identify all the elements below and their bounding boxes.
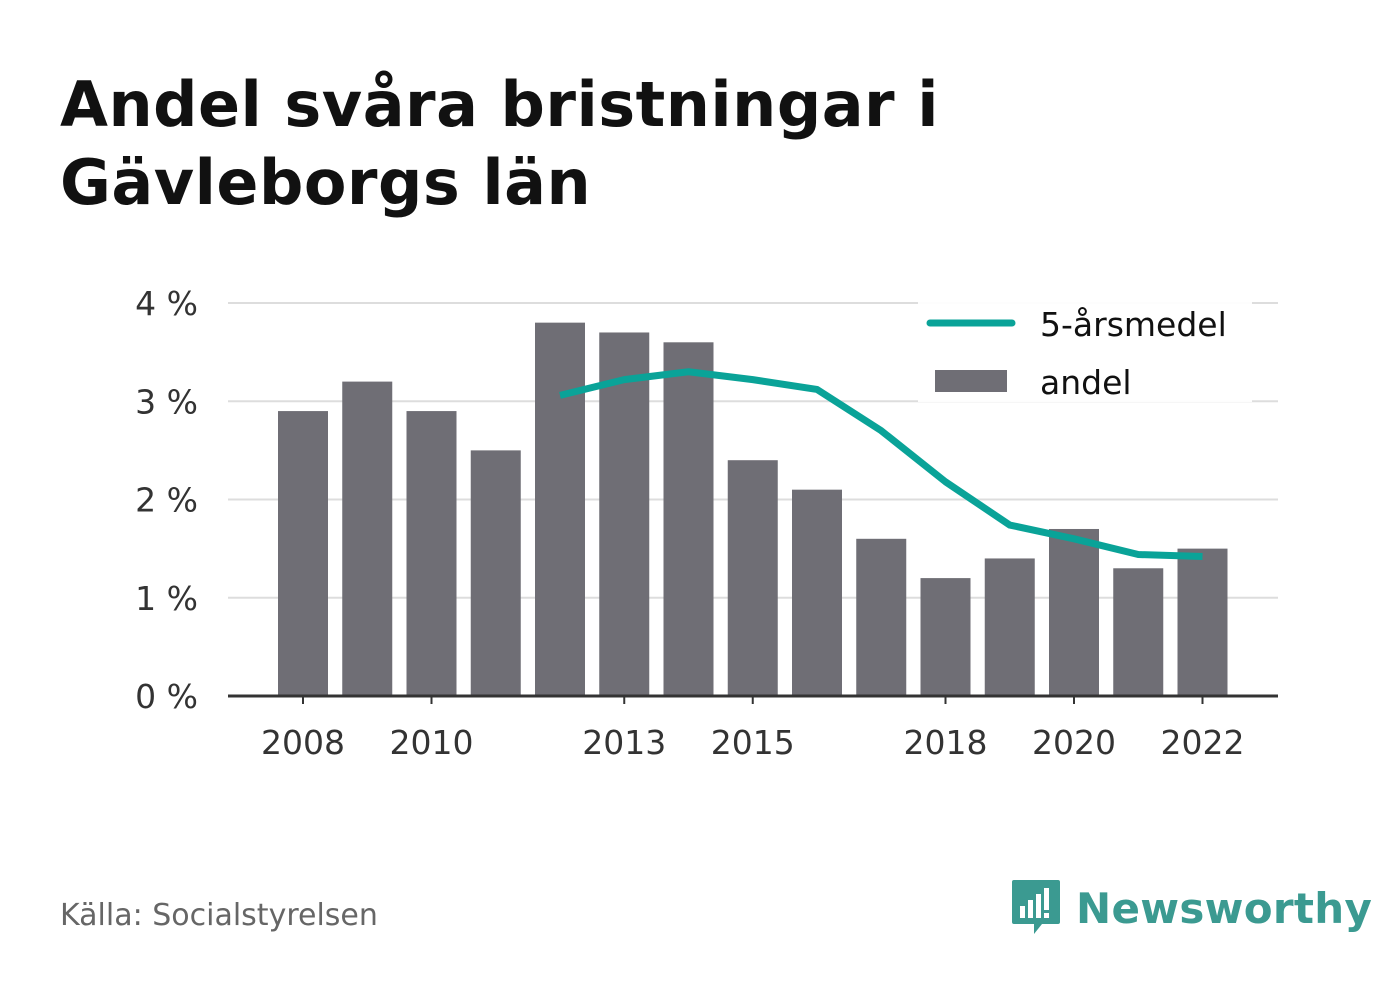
y-tick-label: 3 % xyxy=(135,382,198,421)
bar xyxy=(920,578,971,696)
x-tick-label: 2013 xyxy=(582,723,666,762)
bar xyxy=(856,538,907,696)
bar xyxy=(663,342,714,696)
brand-name: Newsworthy xyxy=(1076,883,1373,933)
bar xyxy=(599,332,650,696)
x-tick-label: 2008 xyxy=(261,723,345,762)
y-tick-label: 4 % xyxy=(135,284,198,323)
source-note: Källa: Socialstyrelsen xyxy=(60,898,378,933)
x-axis-ticks: 2008 2010 2013 2015 2018 2020 2022 xyxy=(261,696,1244,762)
x-tick-label: 2022 xyxy=(1161,723,1245,762)
bar xyxy=(470,450,521,696)
bars xyxy=(278,322,1228,696)
y-tick-label: 1 % xyxy=(135,579,198,618)
bar xyxy=(1113,568,1164,696)
bar xyxy=(1177,548,1228,696)
line-series xyxy=(559,368,1203,560)
y-tick-label: 0 % xyxy=(135,677,198,716)
x-tick-label: 2010 xyxy=(390,723,474,762)
line-5-arsmedel xyxy=(559,368,1203,560)
y-tick-label: 2 % xyxy=(135,481,198,520)
bar xyxy=(1049,528,1099,696)
bar xyxy=(406,411,457,696)
chart-title: Andel svåra bristningar i Gävleborgs län xyxy=(60,68,939,219)
brand-logo: Newsworthy xyxy=(1010,878,1372,938)
legend-label-line: 5-årsmedel xyxy=(1040,305,1227,344)
bar xyxy=(792,489,842,696)
bar xyxy=(984,558,1035,696)
newsworthy-logo-icon xyxy=(1012,880,1060,934)
y-axis-ticks: 0 % 1 % 2 % 3 % 4 % xyxy=(135,284,198,716)
bar xyxy=(727,460,778,696)
x-tick-label: 2020 xyxy=(1032,723,1116,762)
bar xyxy=(278,411,328,696)
bar xyxy=(342,381,393,696)
legend-label-bar: andel xyxy=(1040,363,1132,402)
legend: 5-årsmedel andel xyxy=(918,298,1252,402)
x-tick-label: 2015 xyxy=(711,723,795,762)
bar xyxy=(535,322,585,696)
x-tick-label: 2018 xyxy=(904,723,988,762)
legend-swatch-bar xyxy=(935,370,1007,392)
